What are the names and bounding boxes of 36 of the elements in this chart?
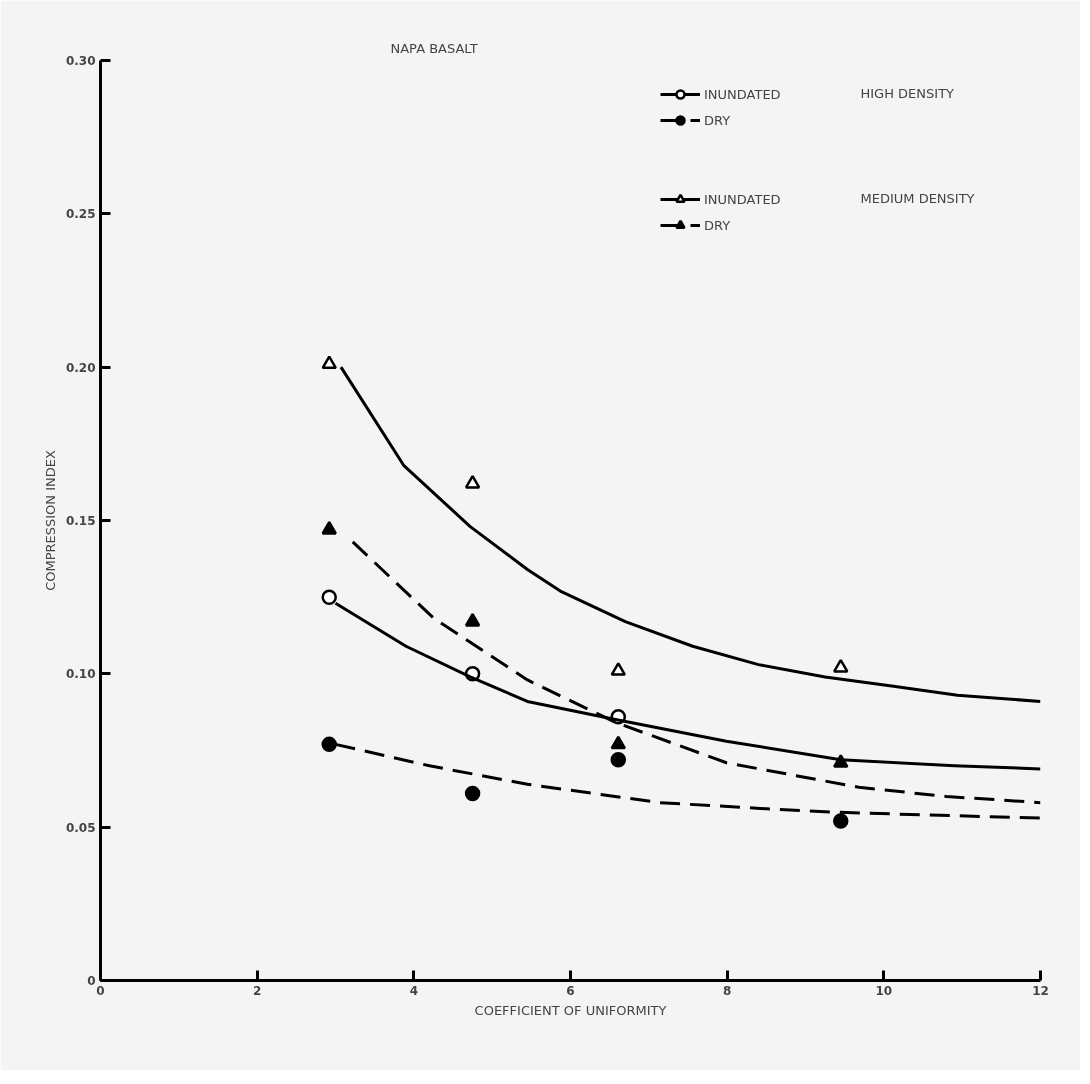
- y-tick-label: 0: [87, 974, 96, 988]
- y-tick-label: 0.30: [65, 54, 96, 68]
- point: [321, 736, 337, 753]
- chart-title: NAPA BASALT: [390, 40, 478, 56]
- point: [833, 658, 849, 673]
- point: [321, 589, 337, 605]
- legend-label: INUNDATED: [704, 191, 781, 207]
- legend-label: DRY: [704, 112, 731, 128]
- point: [610, 735, 627, 750]
- point: [610, 751, 627, 768]
- y-tick-label: 0.15: [65, 514, 96, 528]
- y-axis-title: COMPRESSION INDEX: [42, 450, 58, 591]
- y-tick-label: 0.10: [65, 667, 96, 682]
- x-tick-label: 2: [252, 983, 262, 998]
- x-tick-label: 12: [1032, 983, 1049, 998]
- x-axis-title: COEFFICIENT OF UNIFORMITY: [474, 1002, 667, 1018]
- annotation: HIGH DENSITY: [860, 85, 955, 101]
- annotation: MEDIUM DENSITY: [860, 190, 975, 206]
- point: [464, 785, 481, 802]
- point: [610, 662, 627, 676]
- x-tick-label: 4: [409, 983, 419, 998]
- point: [464, 474, 481, 489]
- line-series: [339, 365, 1041, 703]
- point: [833, 754, 849, 768]
- point: [321, 520, 337, 535]
- x-tick-label: 10: [875, 983, 893, 998]
- y-tick-label: 0.25: [65, 207, 96, 222]
- point: [321, 355, 337, 370]
- y-tick-label: 0.20: [65, 360, 96, 375]
- legend-label: INUNDATED: [704, 86, 781, 102]
- y-tick-label: 0.05: [65, 820, 96, 835]
- x-tick-label: 8: [722, 983, 732, 998]
- legend-label: DRY: [704, 217, 731, 233]
- x-tick-label: 6: [566, 983, 575, 998]
- point: [464, 612, 481, 627]
- point: [833, 813, 849, 829]
